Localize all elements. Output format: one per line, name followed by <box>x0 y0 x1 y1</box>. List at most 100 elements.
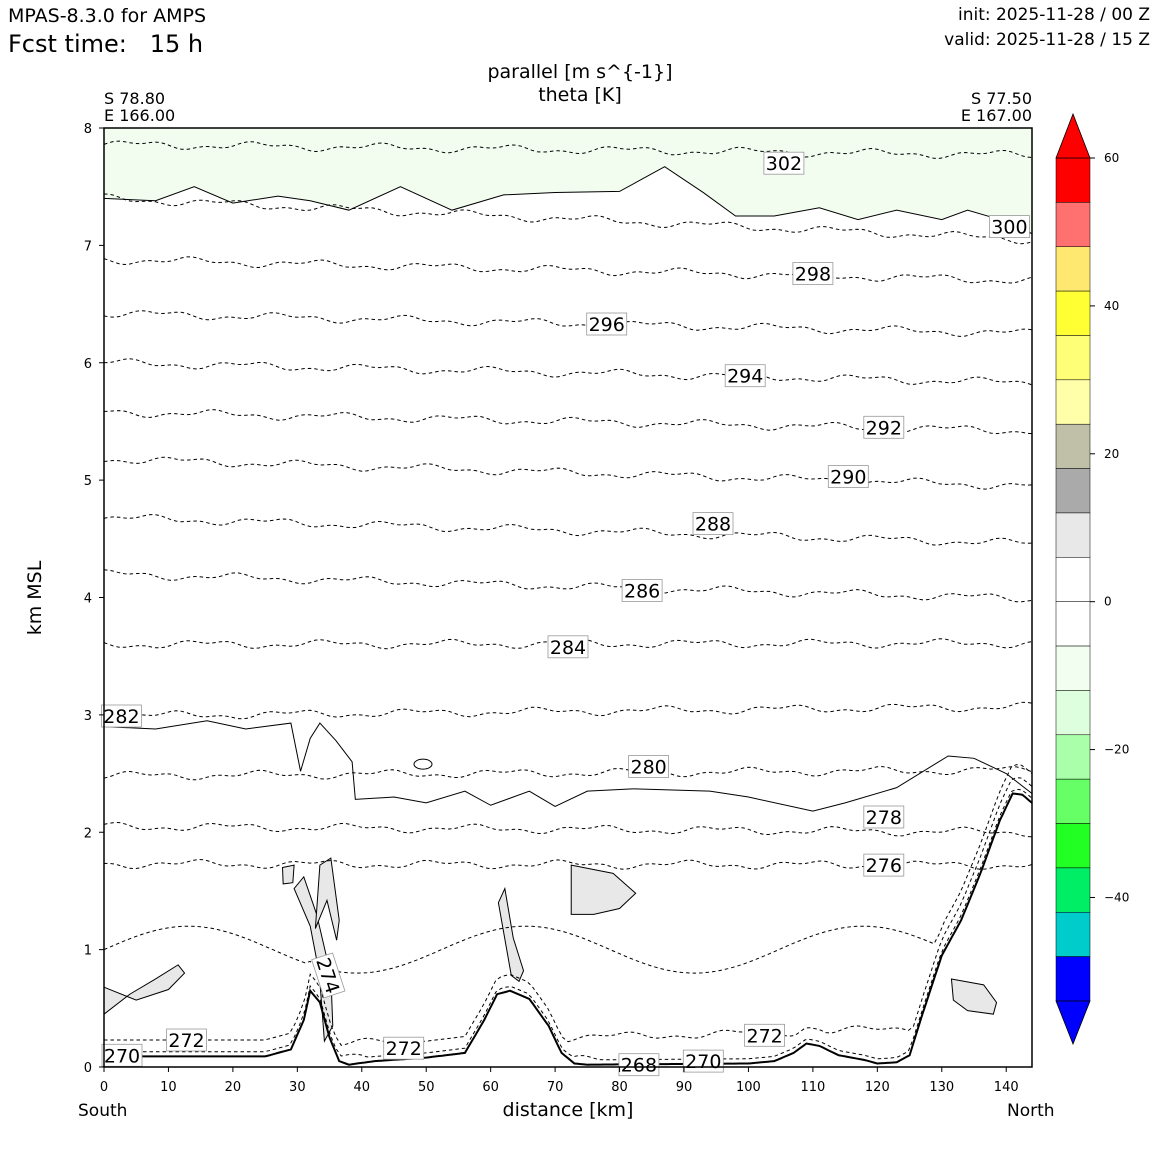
colorbar-segment <box>1055 867 1091 913</box>
plot-frame <box>103 127 1033 1068</box>
theta-label-296: 296 <box>586 312 628 336</box>
theta-label-268: 268 <box>618 1053 660 1077</box>
theta-label-text: 274 <box>311 955 343 996</box>
theta-label-box <box>744 1023 785 1047</box>
theta-contour-278 <box>103 821 1033 838</box>
colorbar-segment <box>1055 823 1091 869</box>
theta-label-box <box>792 262 834 285</box>
y-tick-label: 1 <box>84 944 92 959</box>
theta-label-text: 272 <box>746 1025 782 1047</box>
theta-label-box <box>724 364 766 388</box>
theta-label-text: 272 <box>168 1030 204 1052</box>
contour-labels: 302 300 298 296 294 292 290 288 286 284 282 280 278 2… <box>101 151 1030 1077</box>
theta-label-box <box>547 635 589 659</box>
positive-wind-cell <box>497 886 525 983</box>
y-tick-label: 7 <box>84 239 92 254</box>
forecast-time-label: Fcst time: <box>8 30 127 58</box>
theta-contour-286 <box>103 569 1033 603</box>
theta-label-text: 272 <box>386 1038 422 1060</box>
colorbar-tick-label: 20 <box>1104 447 1119 461</box>
theta-label-box <box>763 151 805 175</box>
colorbar-tick-label: 0 <box>1104 595 1112 609</box>
theta-label-text: 300 <box>991 217 1027 239</box>
theta-label-294: 294 <box>724 364 766 388</box>
theta-label-box <box>166 1028 207 1052</box>
theta-label-text: 270 <box>104 1045 140 1067</box>
colorbar-segment <box>1055 734 1091 780</box>
theta-label-box <box>827 465 869 489</box>
theta-contour-282 <box>103 701 1033 722</box>
colorbar-extend-over <box>1055 112 1091 159</box>
theta-label-text: 276 <box>866 855 902 877</box>
theta-label-text: 286 <box>624 581 660 603</box>
theta-contour-284 <box>103 638 1033 650</box>
theta-contour-294 <box>104 358 1033 386</box>
theta-label-box <box>863 415 905 439</box>
end-longitude: E 167.00 <box>960 106 1032 125</box>
chart-subtitle: theta [K] <box>538 84 622 106</box>
theta-label-272: 272 <box>744 1023 785 1047</box>
wind-fill-layer <box>103 128 1032 1043</box>
theta-label-box <box>618 1053 660 1077</box>
x-tick-label: 130 <box>929 1080 954 1095</box>
colorbar-segment <box>1055 557 1091 602</box>
theta-contour-298 <box>103 256 1033 284</box>
wind-zero-contour-lower <box>103 720 1033 812</box>
colorbar-tick-label: −20 <box>1104 743 1129 757</box>
colorbar-tick-label: 40 <box>1104 299 1119 313</box>
theta-label-290: 290 <box>827 465 869 489</box>
y-tick-label: 2 <box>84 826 92 841</box>
x-tick-label: 80 <box>611 1080 628 1095</box>
start-latitude: S 78.80 <box>104 89 166 108</box>
theta-label-272: 272 <box>166 1028 207 1052</box>
south-end-label: South <box>78 1101 128 1121</box>
axes: 0 10 20 30 40 50 60 70 80 90 100 110 120 130 140 0 1 2 3 4 5… <box>84 122 1019 1095</box>
theta-contour-270 <box>104 788 1033 1061</box>
x-tick-label: 60 <box>482 1080 499 1095</box>
wind-contours <box>103 166 1033 812</box>
valid-time: valid: 2025-11-28 / 15 Z <box>944 30 1150 50</box>
x-tick-label: 70 <box>547 1080 564 1095</box>
theta-contour-288 <box>103 514 1033 546</box>
theta-contour-280 <box>103 766 1033 781</box>
x-tick-label: 100 <box>736 1080 761 1095</box>
terrain-outline <box>104 792 1033 1066</box>
negative-wind-fill <box>104 128 1032 234</box>
theta-label-box <box>621 579 663 602</box>
colorbar: 60 40 20 0 −20 −40 <box>1055 112 1129 1046</box>
start-longitude: E 166.00 <box>104 106 176 125</box>
x-tick-label: 50 <box>418 1080 435 1095</box>
init-time: init: 2025-11-28 / 00 Z <box>957 5 1150 25</box>
colorbar-segment <box>1055 778 1091 824</box>
theta-label-300: 300 <box>989 215 1030 239</box>
theta-label-box <box>311 952 346 999</box>
colorbar-tick-label: 60 <box>1104 151 1119 165</box>
theta-label-text: 270 <box>685 1051 721 1073</box>
theta-contour-290 <box>103 456 1033 490</box>
theta-label-box <box>586 312 628 336</box>
colorbar-segment <box>1055 956 1091 1002</box>
forecast-time-value: 15 h <box>149 30 204 58</box>
colorbar-segment <box>1055 157 1091 203</box>
positive-wind-cell <box>314 857 340 941</box>
theta-label-270: 270 <box>682 1049 724 1073</box>
theta-label-302: 302 <box>763 151 805 175</box>
positive-wind-cell <box>281 864 295 885</box>
theta-label-284: 284 <box>547 635 589 659</box>
colorbar-segment <box>1055 645 1091 691</box>
theta-contour-272 <box>104 777 1033 1046</box>
x-axis-label: distance [km] <box>502 1099 634 1121</box>
x-tick-label: 20 <box>225 1080 242 1095</box>
theta-label-text: 282 <box>103 706 139 728</box>
theta-label-text: 280 <box>630 757 666 779</box>
theta-label-text: 302 <box>766 153 802 175</box>
theta-label-272: 272 <box>383 1036 425 1060</box>
x-tick-label: 0 <box>100 1080 108 1095</box>
colorbar-tick-label: −40 <box>1104 890 1129 904</box>
wind-zero-contour-upper <box>103 166 1033 235</box>
theta-label-280: 280 <box>628 755 669 779</box>
positive-wind-cell <box>950 978 998 1015</box>
theta-label-282: 282 <box>101 704 142 728</box>
theta-label-text: 278 <box>866 807 902 829</box>
